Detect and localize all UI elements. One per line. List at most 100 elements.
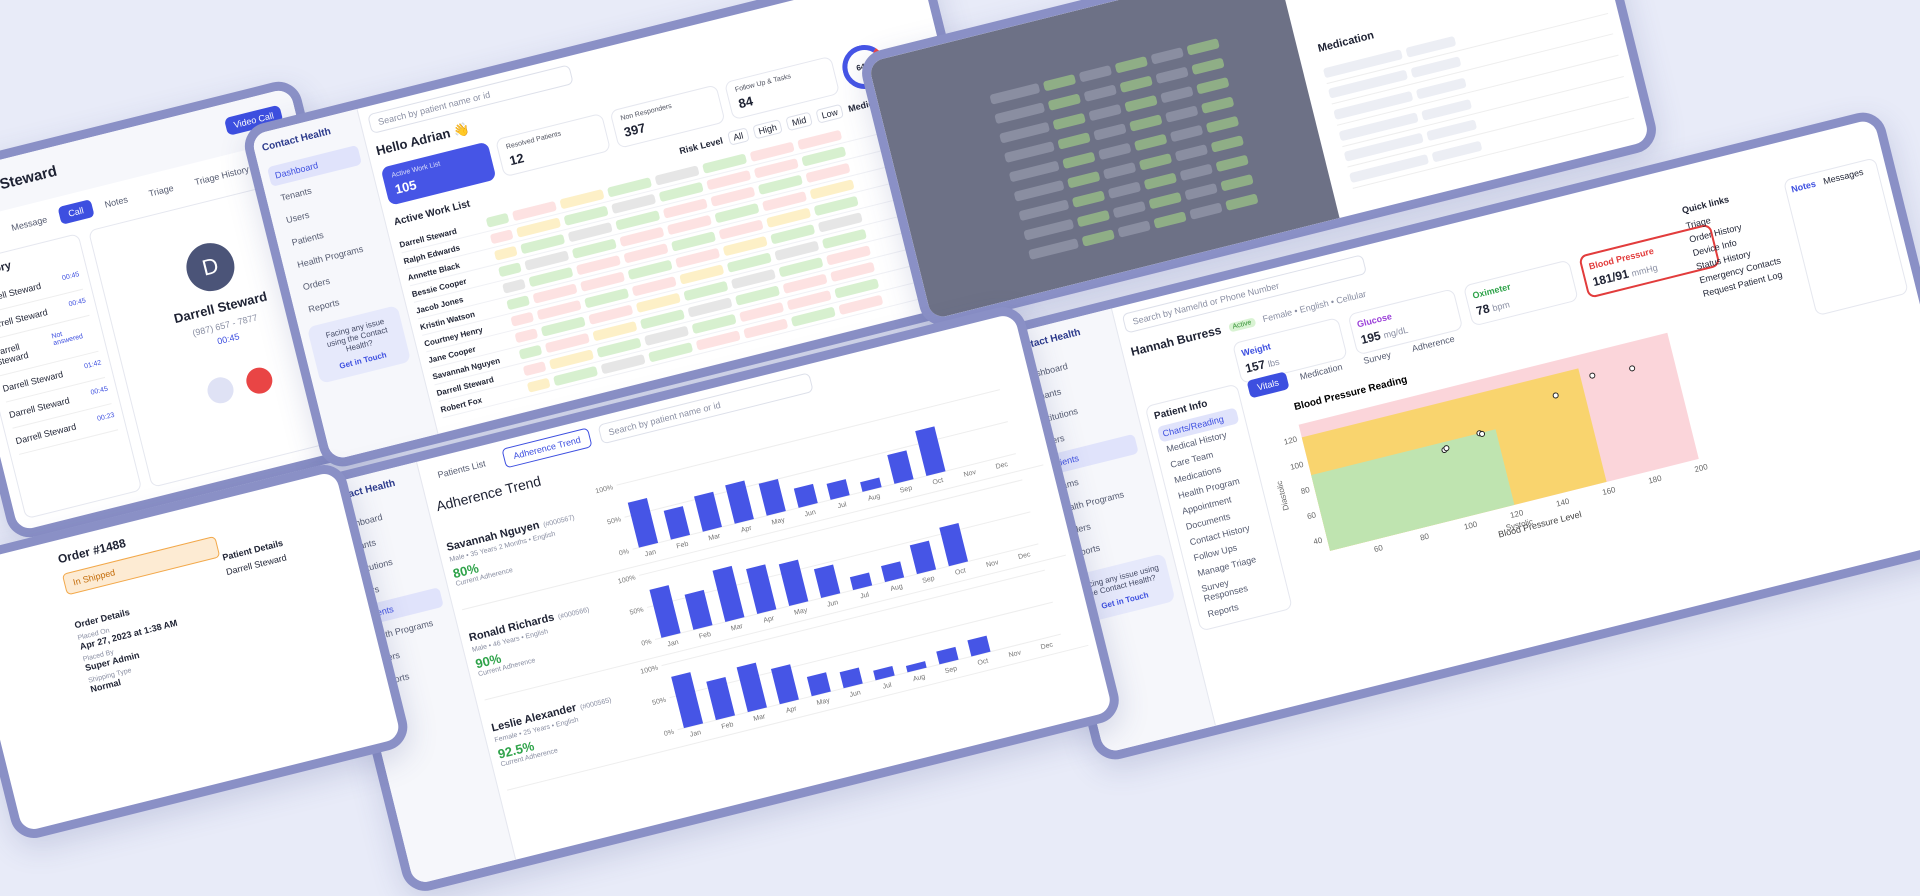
grid-line xyxy=(646,511,1031,608)
overlay-cell xyxy=(1148,191,1182,209)
vital-unit: lbs xyxy=(1266,356,1281,370)
reading-point xyxy=(1443,445,1450,452)
month-label: May xyxy=(816,697,831,707)
bar xyxy=(849,572,873,591)
history-time: Not answered xyxy=(50,331,84,348)
grid-line xyxy=(632,453,1016,550)
overlay-cell xyxy=(1013,179,1065,202)
overlay-cell xyxy=(1028,237,1079,260)
history-name: Darrell Steward xyxy=(14,421,78,447)
notes-tab[interactable]: Notes xyxy=(1790,178,1817,195)
x-tick-label: 60 xyxy=(1373,543,1384,554)
overlay-cell xyxy=(1129,113,1163,132)
bar xyxy=(706,676,736,721)
x-tick-label: 120 xyxy=(1509,508,1525,520)
bar xyxy=(736,662,767,713)
overlay-cell xyxy=(1057,131,1091,150)
history-time: 00:45 xyxy=(67,297,87,309)
y-tick-label: 0% xyxy=(618,548,630,557)
filter[interactable]: Mid xyxy=(785,111,813,132)
help-cta[interactable]: Get in Touch xyxy=(338,350,388,371)
adherence-main: Patients List Adherence Trend Search by pa… xyxy=(427,323,1104,850)
end-call-button[interactable] xyxy=(243,364,276,397)
overlay-cell xyxy=(999,121,1050,144)
grid-line xyxy=(616,389,1000,486)
month-label: Mar xyxy=(753,713,767,723)
filter[interactable]: All xyxy=(726,127,750,146)
status-cell xyxy=(514,328,539,344)
month-label: Oct xyxy=(954,567,966,576)
filter[interactable]: High xyxy=(752,118,784,140)
tab[interactable]: Call xyxy=(57,199,95,225)
bar xyxy=(887,450,914,484)
bar xyxy=(813,564,841,599)
status-cell xyxy=(485,212,510,228)
vital-value: 195 xyxy=(1359,328,1383,347)
month-label: Dec xyxy=(995,461,1009,471)
y-tick-label: 80 xyxy=(1300,485,1311,496)
overlay-cell xyxy=(1102,161,1137,180)
month-label: Feb xyxy=(721,721,735,731)
tab[interactable]: Patients List xyxy=(436,458,487,480)
status-cell xyxy=(498,262,522,278)
bar xyxy=(826,479,850,500)
month-label: Mar xyxy=(708,533,722,543)
month-label: Jul xyxy=(882,682,893,691)
overlay-cell xyxy=(1184,182,1218,201)
overlay-cell xyxy=(1083,84,1117,102)
month-label: Mar xyxy=(730,623,744,633)
overlay-cell xyxy=(1081,228,1115,247)
notes-tab[interactable]: Messages xyxy=(1822,166,1865,187)
vital-unit: mmHg xyxy=(1630,262,1659,279)
vital-unit: mg/dL xyxy=(1382,324,1410,341)
overlay-cell xyxy=(1138,152,1173,171)
overlay-cell xyxy=(1062,151,1096,169)
month-label: Aug xyxy=(890,583,904,593)
zone-normal xyxy=(1311,429,1515,551)
bar xyxy=(839,667,863,689)
y-tick-label: 0% xyxy=(663,729,675,738)
patient-row: Savannah Nguyen (#000567) Male • 35 Years … xyxy=(439,375,1044,611)
tab[interactable]: Message xyxy=(10,214,49,233)
history-time: 00:45 xyxy=(61,271,81,283)
help-text: Facing any issue using the Contact Healt… xyxy=(324,316,389,354)
bar xyxy=(684,589,713,630)
bar xyxy=(663,506,691,540)
overlay-cell xyxy=(1169,124,1204,142)
help-box: Facing any issue using the Contact Healt… xyxy=(306,305,412,384)
month-label: Dec xyxy=(1018,551,1032,561)
bar xyxy=(793,483,818,508)
overlay-cell xyxy=(1155,66,1189,84)
y-tick-label: 100 xyxy=(1289,460,1305,472)
tab[interactable]: Profile xyxy=(0,222,1,250)
history-time: 01:42 xyxy=(83,359,103,371)
tab[interactable]: Triage xyxy=(147,182,175,199)
adherence-chart: 100% 50% 0% Jan Feb Mar Apr May Jun Jul Aug Sep Oct N… xyxy=(640,569,1061,739)
mute-button[interactable] xyxy=(204,374,237,407)
bar xyxy=(860,477,882,492)
month-label: Feb xyxy=(676,541,690,551)
filter[interactable]: Low xyxy=(815,103,845,124)
y-tick-label: 50% xyxy=(652,697,667,707)
overlay-cell xyxy=(1117,219,1151,238)
adherence-chart: 100% 50% 0% Jan Feb Mar Apr May Jun Jul Aug Sep Oct N… xyxy=(595,389,1016,558)
overlay-cell xyxy=(1071,190,1106,208)
overlay-cell xyxy=(1195,76,1230,95)
patient-row: Ronald Richards (#000566) Male • 46 Years … xyxy=(462,465,1066,701)
bar xyxy=(770,664,799,705)
bar xyxy=(649,585,681,638)
overlay-cell xyxy=(1205,115,1240,133)
y-tick-label: 0% xyxy=(641,638,653,647)
overlay-cell xyxy=(1143,172,1178,190)
status-badge: Active xyxy=(1227,316,1257,333)
overlay-cell xyxy=(1119,75,1153,93)
y-tick-label: 120 xyxy=(1283,435,1299,447)
month-label: Nov xyxy=(963,469,977,479)
y-tick-label: 100% xyxy=(617,574,636,585)
y-tick-label: 50% xyxy=(607,516,622,526)
reading-point xyxy=(1589,372,1596,379)
y-tick-label: 60 xyxy=(1306,510,1317,521)
tab[interactable]: Notes xyxy=(103,194,129,210)
month-label: Feb xyxy=(698,631,712,641)
